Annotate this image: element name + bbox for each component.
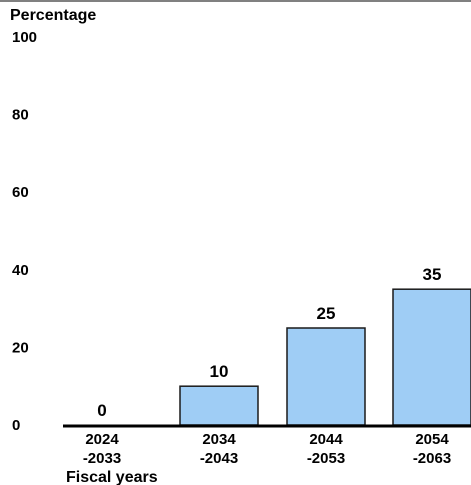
bar	[286, 327, 366, 426]
y-tick-label: 80	[12, 107, 29, 124]
x-tick-label: 2024	[85, 431, 119, 448]
y-tick-label: 20	[12, 339, 29, 356]
data-label: 25	[317, 304, 336, 323]
y-tick-label: 0	[12, 417, 20, 434]
x-tick-label: -2033	[83, 450, 121, 467]
data-labels: 0 10 25 35	[97, 265, 441, 420]
data-label: 35	[423, 265, 442, 284]
x-tick-label: 2034	[202, 431, 236, 448]
x-axis-title: Fiscal years	[66, 469, 158, 485]
y-tick-label: 40	[12, 262, 29, 279]
y-tick-label: 100	[12, 29, 37, 46]
bar	[392, 288, 471, 426]
bar	[179, 385, 259, 426]
y-tick-label: 60	[12, 184, 29, 201]
x-tick-label: -2063	[413, 450, 451, 467]
data-label: 10	[210, 362, 229, 381]
x-tick-labels: 2024 -2033 2034 -2043 2044 -2053 2054 -2063	[83, 431, 451, 467]
data-label: 0	[97, 401, 106, 420]
x-tick-label: 2054	[415, 431, 449, 448]
x-tick-label: -2053	[307, 450, 345, 467]
y-axis-title: Percentage	[10, 7, 96, 24]
x-tick-label: -2043	[200, 450, 238, 467]
y-tick-labels: 0 20 40 60 80 100	[12, 29, 37, 434]
x-tick-label: 2044	[309, 431, 343, 448]
